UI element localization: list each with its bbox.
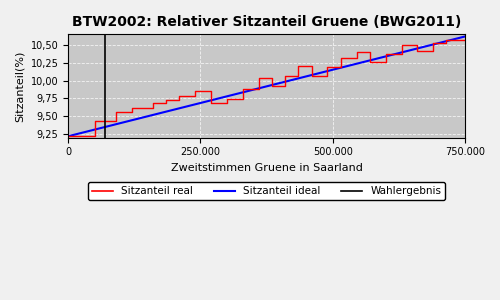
Sitzanteil real xyxy=(282,74,288,77)
Sitzanteil real xyxy=(444,41,450,45)
Sitzanteil real xyxy=(398,52,404,56)
Sitzanteil real xyxy=(192,94,198,98)
Sitzanteil real xyxy=(462,38,468,42)
Sitzanteil real xyxy=(430,49,436,52)
Title: BTW2002: Relativer Sitzanteil Gruene (BWG2011): BTW2002: Relativer Sitzanteil Gruene (BW… xyxy=(72,15,462,29)
Sitzanteil real xyxy=(113,110,119,114)
Sitzanteil real xyxy=(338,65,344,69)
Sitzanteil real xyxy=(308,64,314,68)
Sitzanteil real xyxy=(324,65,330,69)
Sitzanteil real xyxy=(414,49,420,52)
Sitzanteil real xyxy=(382,60,388,64)
X-axis label: Zweitstimmen Gruene in Saarland: Zweitstimmen Gruene in Saarland xyxy=(170,163,362,173)
Sitzanteil real xyxy=(208,102,214,105)
Sitzanteil real xyxy=(92,134,98,138)
Sitzanteil real xyxy=(113,119,119,123)
Sitzanteil real xyxy=(282,85,288,88)
Sitzanteil real xyxy=(296,74,302,77)
Sitzanteil real xyxy=(354,50,360,54)
Sitzanteil real xyxy=(430,41,436,45)
Sitzanteil real xyxy=(192,89,198,92)
Sitzanteil real xyxy=(367,60,373,64)
Sitzanteil real xyxy=(308,75,314,78)
Sitzanteil real xyxy=(128,110,134,114)
Sitzanteil real xyxy=(324,75,330,78)
Legend: Sitzanteil real, Sitzanteil ideal, Wahlergebnis: Sitzanteil real, Sitzanteil ideal, Wahle… xyxy=(88,182,446,200)
Sitzanteil real xyxy=(338,56,344,60)
Sitzanteil real xyxy=(240,98,246,101)
Sitzanteil real xyxy=(354,56,360,60)
Sitzanteil real xyxy=(414,43,420,47)
Sitzanteil real xyxy=(269,85,275,88)
Sitzanteil real xyxy=(367,50,373,54)
Sitzanteil real xyxy=(150,106,156,110)
Sitzanteil real xyxy=(224,98,230,101)
Sitzanteil real xyxy=(256,87,262,90)
Sitzanteil real xyxy=(92,119,98,123)
Sitzanteil real xyxy=(382,52,388,56)
Y-axis label: Sitzanteil(%): Sitzanteil(%) xyxy=(15,50,25,122)
Line: Sitzanteil real: Sitzanteil real xyxy=(68,40,465,136)
Sitzanteil real xyxy=(163,98,169,102)
Sitzanteil real xyxy=(398,43,404,47)
Sitzanteil real xyxy=(208,89,214,92)
Sitzanteil real xyxy=(256,76,262,80)
Sitzanteil real xyxy=(128,106,134,110)
Sitzanteil real xyxy=(240,87,246,90)
Sitzanteil real xyxy=(65,134,71,138)
Sitzanteil real xyxy=(176,94,182,98)
Sitzanteil real xyxy=(224,102,230,105)
Sitzanteil real xyxy=(150,102,156,105)
Sitzanteil real xyxy=(176,98,182,102)
Sitzanteil real xyxy=(296,64,302,68)
Sitzanteil real xyxy=(269,76,275,80)
Sitzanteil real xyxy=(163,102,169,105)
Sitzanteil real xyxy=(444,38,450,42)
